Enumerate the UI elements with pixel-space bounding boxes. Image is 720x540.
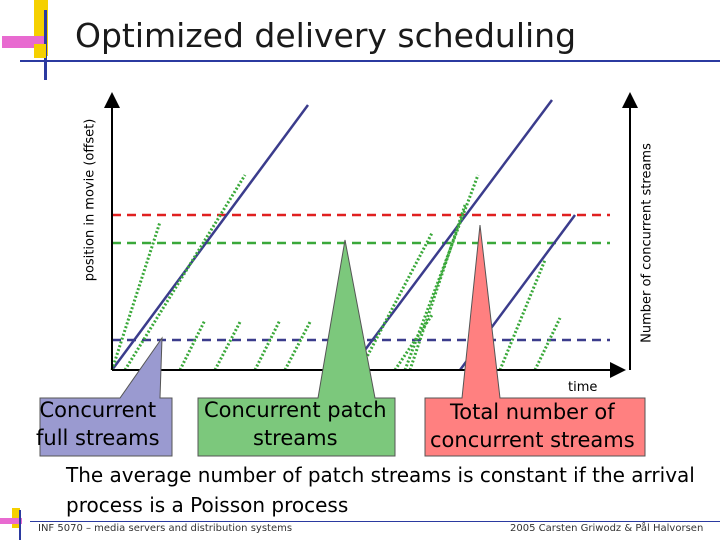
callout-total-text: Total number of concurrent streams bbox=[430, 400, 635, 452]
patch-stream-line bbox=[213, 321, 242, 371]
footer-authors: 2005 Carsten Griwodz & Pål Halvorsen bbox=[510, 523, 704, 534]
patch-stream-line bbox=[110, 221, 162, 371]
slide-caption: The average number of patch streams is c… bbox=[66, 463, 695, 517]
footer-rule bbox=[30, 521, 720, 522]
patch-stream-line bbox=[283, 321, 312, 371]
x-axis-label: time bbox=[568, 380, 598, 395]
callout-total-streams bbox=[424, 224, 646, 457]
y-axis-left-label: position in movie (offset) bbox=[82, 118, 98, 282]
y-axis-right-label: Number of concurrent streams bbox=[639, 143, 655, 343]
patch-stream-line bbox=[393, 314, 434, 371]
callout-full-text: Concurrent full streams bbox=[36, 398, 160, 450]
callout-full-streams bbox=[39, 336, 173, 457]
patch-stream-line bbox=[253, 319, 282, 371]
footer-course: INF 5070 – media servers and distributio… bbox=[38, 523, 293, 534]
slide-template-logo-icon bbox=[2, 0, 70, 80]
patch-stream-line bbox=[498, 259, 547, 371]
callout-patch-streams bbox=[197, 239, 396, 457]
patch-stream-line bbox=[403, 174, 480, 371]
patch-stream-line bbox=[533, 317, 562, 371]
title-rule bbox=[52, 60, 720, 62]
slide-title: Optimized delivery scheduling bbox=[75, 16, 577, 55]
full-stream-line bbox=[110, 104, 310, 371]
patch-stream-line bbox=[408, 204, 467, 371]
footer-logo-icon bbox=[0, 508, 22, 540]
full-stream-line bbox=[348, 99, 554, 371]
patch-stream-line bbox=[178, 319, 207, 371]
callout-patch-text: Concurrent patch streams bbox=[204, 398, 387, 450]
patch-stream-line bbox=[358, 232, 434, 371]
